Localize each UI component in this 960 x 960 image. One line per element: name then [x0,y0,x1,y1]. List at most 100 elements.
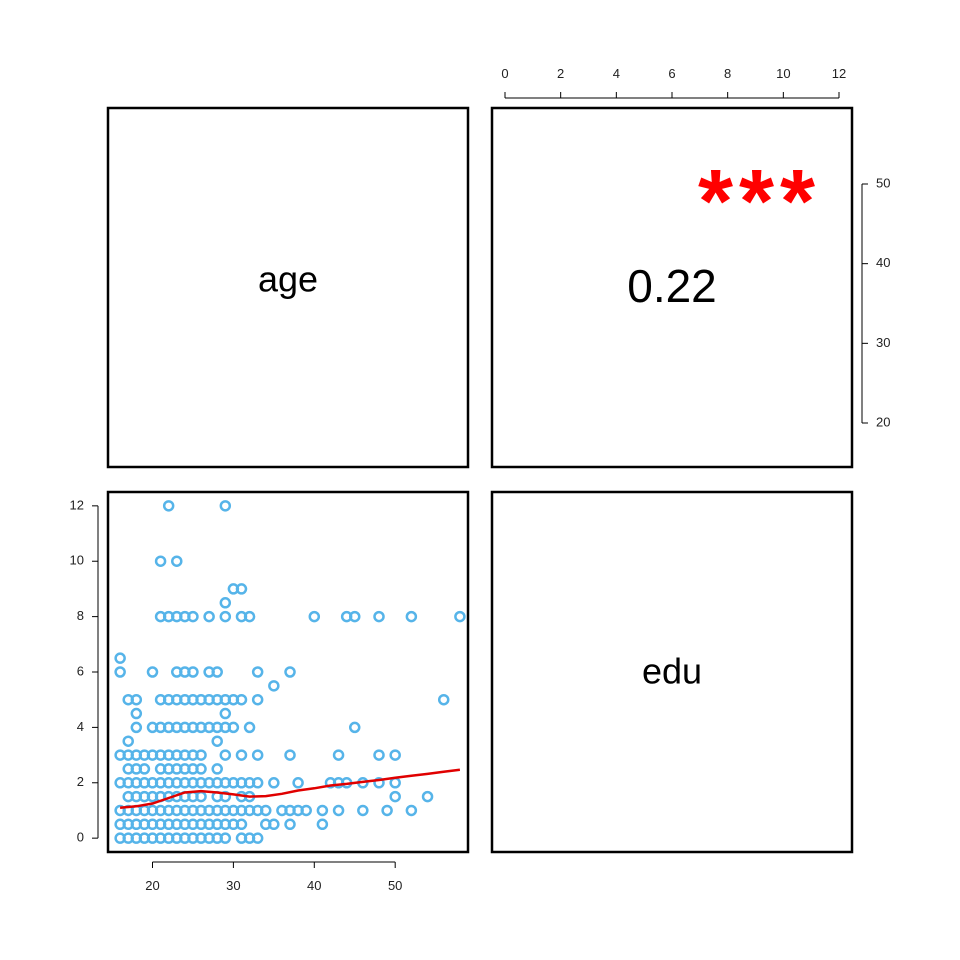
scatter-point [162,500,175,512]
scatter-point [243,610,256,623]
diagonal-label-edu: edu [642,651,702,692]
scatter-point [219,749,232,761]
scatter-point [268,818,280,831]
axis-left-tick-label: 12 [70,497,84,512]
scatter-point [211,666,223,678]
axis-right-tick-label: 40 [876,255,890,270]
scatter-point [227,721,240,734]
axis-right-age: 20 30 40 50 [861,175,890,429]
scatter-point [284,749,296,761]
scatter-point [300,804,312,817]
scatter-point [284,818,296,831]
scatter-point [348,610,361,623]
axis-top-edu: 0 2 4 6 8 10 12 [501,66,846,99]
scatter-point [389,777,401,789]
significance-stars: *** [698,152,821,252]
scatter-point [251,749,264,761]
scatter-point [348,721,361,734]
axis-right-tick-label: 50 [876,175,890,190]
scatter-point [235,818,248,831]
axis-right-tick-label: 30 [876,335,890,350]
scatter-point [405,804,418,817]
scatter-point [389,749,401,761]
panel-upper-right-frame [490,106,854,469]
scatter-point [130,707,143,720]
axis-left-tick-label: 4 [77,719,84,734]
scatter-point [251,666,264,678]
scatter-point [219,610,232,623]
scatter-point [373,610,385,623]
axis-left-tick-label: 2 [77,774,84,789]
scatter-point [292,777,304,789]
axis-bottom-tick-label: 30 [226,878,240,893]
scatter-point [243,721,256,734]
axis-top-tick-label: 10 [776,66,790,81]
axis-bottom-tick-label: 40 [307,878,321,893]
panel-lower-left-frame [106,490,470,854]
scatter-point [211,763,223,775]
scatter-point [316,818,329,831]
axis-bottom-tick-label: 20 [145,878,159,893]
scatter-point [219,707,232,720]
scatter-point [219,832,232,844]
panel-upper-left-frame [106,106,470,469]
scatter-point [122,735,134,747]
scatter-point [308,610,321,623]
scatter-point [130,693,143,706]
scatter-point [171,555,183,567]
scatter-point [195,763,207,775]
axis-bottom-tick-label: 50 [388,878,402,893]
axis-left-tick-label: 0 [77,830,84,845]
scatter-point [332,804,345,817]
scatter-point [114,666,126,678]
scatter-point [381,804,393,817]
axis-top-tick-label: 4 [613,66,620,81]
correlation-value: 0.22 [627,260,717,312]
scatter-point [211,735,223,747]
scatter-point [138,763,151,775]
scatter-point [332,749,345,761]
scatter-point [130,721,143,734]
axis-right-tick-label: 20 [876,414,890,429]
axis-left-tick-label: 6 [77,663,84,678]
scatter-point [437,693,450,706]
axis-bottom-age: 20 30 40 50 [145,861,402,893]
smooth-line [119,768,461,809]
scatter-point [373,749,385,761]
scatter-point [405,610,418,623]
scatter-point [316,804,329,817]
axis-left-edu: 0 2 4 6 8 10 12 [70,497,99,845]
scatter-point [251,832,264,844]
scatter-point [251,777,264,789]
scatter-point [268,777,280,789]
axis-top-tick-label: 6 [668,66,675,81]
scatter-point [114,652,126,664]
scatter-point [454,610,466,623]
axis-top-tick-label: 2 [557,66,564,81]
scatter-point [219,597,232,609]
scatter-point [187,666,199,678]
scatter-point [235,693,248,706]
axis-left-tick-label: 8 [77,608,84,623]
scatter-point [219,790,232,803]
scatter-point [203,610,215,623]
axis-top-tick-label: 8 [724,66,731,81]
scatter-point [146,666,159,678]
panel-lower-right-frame [490,490,854,854]
scatter-point [357,804,369,817]
axis-left-tick-label: 10 [70,553,84,568]
scatter-point [187,610,199,623]
scatter-point [154,555,167,567]
scatter-point [268,680,280,692]
scatter-point [389,790,401,803]
scatter-point [260,804,272,817]
scatter-point [284,666,296,678]
scatter-point [195,749,207,761]
scatter-point [235,749,248,761]
scatter-point [235,583,248,595]
axis-top-tick-label: 0 [501,66,508,81]
scatter-point [219,500,232,512]
scatter-point [421,790,434,803]
